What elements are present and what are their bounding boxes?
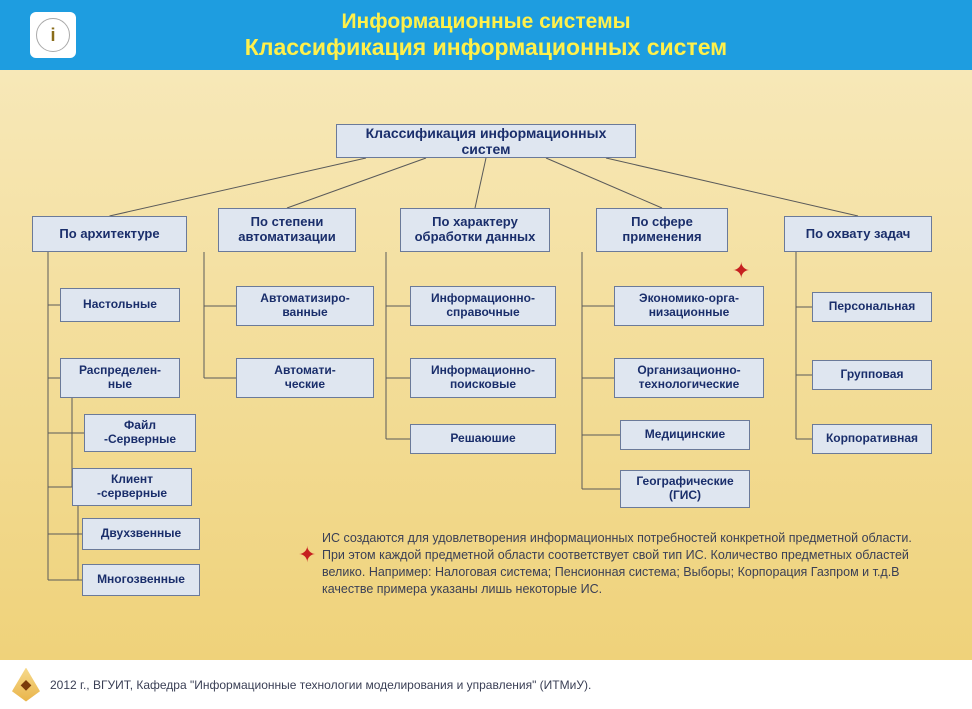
category-node-scope: По охвату задач — [784, 216, 932, 252]
logo-icon: i — [36, 18, 70, 52]
category-node-sphere: По сфере применения — [596, 208, 728, 252]
leaf-node-scope-2: Корпоративная — [812, 424, 932, 454]
leaf-node-arch-3: Клиент -серверные — [72, 468, 192, 506]
leaf-node-auto-1: Автомати-ческие — [236, 358, 374, 398]
category-node-auto: По степени автоматизации — [218, 208, 356, 252]
category-node-arch: По архитектуре — [32, 216, 187, 252]
diagram-canvas: Классификация информационных систем По ар… — [0, 70, 972, 660]
leaf-node-scope-1: Групповая — [812, 360, 932, 390]
leaf-node-arch-1: Распределен-ные — [60, 358, 180, 398]
root-node: Классификация информационных систем — [336, 124, 636, 158]
leaf-node-arch-4: Двухзвенные — [82, 518, 200, 550]
leaf-node-scope-0: Персональная — [812, 292, 932, 322]
star-icon: ✦ — [732, 258, 750, 284]
footer-text: 2012 г., ВГУИТ, Кафедра "Информационные … — [50, 678, 591, 692]
category-node-proc: По характеру обработки данных — [400, 208, 550, 252]
header-bar: i Информационные системы Классификация и… — [0, 0, 972, 70]
leaf-node-auto-0: Автоматизиро-ванные — [236, 286, 374, 326]
leaf-node-sphere-3: Географические (ГИС) — [620, 470, 750, 508]
note-text: ИС создаются для удовлетворения информац… — [322, 530, 936, 598]
logo-box: i — [30, 12, 76, 58]
leaf-node-arch-2: Файл -Серверные — [84, 414, 196, 452]
leaf-node-arch-0: Настольные — [60, 288, 180, 322]
header-title-1: Информационные системы — [0, 10, 972, 34]
header-title-2: Классификация информационных систем — [0, 34, 972, 61]
leaf-node-sphere-2: Медицинские — [620, 420, 750, 450]
leaf-node-sphere-1: Организационно-технологические — [614, 358, 764, 398]
leaf-node-proc-1: Информационно-поисковые — [410, 358, 556, 398]
leaf-node-sphere-0: Экономико-орга-низационные — [614, 286, 764, 326]
leaf-node-arch-5: Многозвенные — [82, 564, 200, 596]
star-icon: ✦ — [298, 542, 316, 568]
leaf-node-proc-0: Информационно-справочные — [410, 286, 556, 326]
footer-diamond-icon: ◆ — [12, 668, 40, 702]
header-titles: Информационные системы Классификация инф… — [0, 10, 972, 61]
footer-bar: ◆ 2012 г., ВГУИТ, Кафедра "Информационны… — [0, 660, 972, 709]
leaf-node-proc-2: Решаюшие — [410, 424, 556, 454]
